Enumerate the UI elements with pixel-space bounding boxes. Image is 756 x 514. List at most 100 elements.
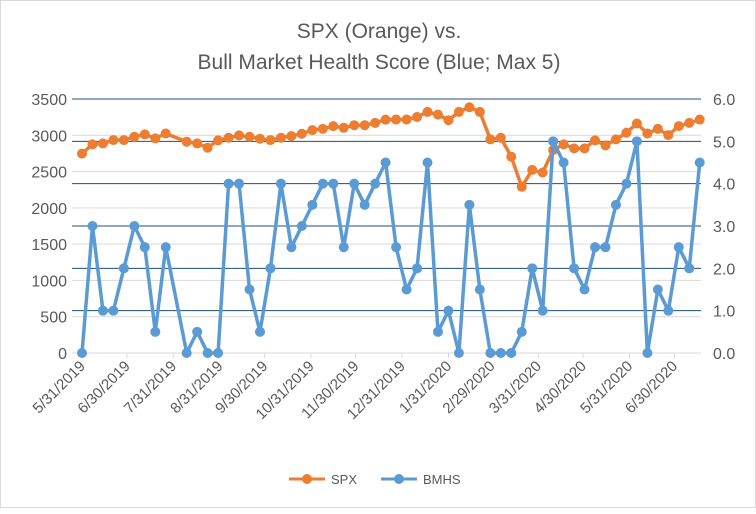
legend: SPX BMHS [289, 472, 461, 487]
spx-point [412, 111, 423, 122]
right-axis-tick-label: 5.0 [713, 134, 735, 151]
bmhs-point [401, 284, 412, 295]
spx-point [527, 164, 538, 175]
bmhs-point [150, 326, 161, 337]
bmhs-point [663, 305, 674, 316]
bmhs-point [642, 348, 653, 358]
bmhs-point [548, 136, 559, 147]
bmhs-point [464, 199, 475, 210]
spx-point [673, 121, 684, 132]
spx-point [296, 128, 307, 139]
spx-point [160, 128, 171, 139]
spx-point [579, 143, 590, 154]
spx-point [432, 109, 443, 120]
bmhs-point [359, 199, 370, 210]
bmhs-point [307, 199, 318, 210]
bmhs-point [349, 178, 360, 189]
bmhs-point [443, 305, 454, 316]
bmhs-point [370, 178, 381, 189]
bmhs-point [265, 263, 276, 274]
left-axis-tick-label: 0 [58, 346, 67, 363]
spx-point [328, 121, 339, 132]
bmhs-point [527, 263, 538, 274]
spx-point [495, 132, 506, 143]
legend-spx-label: SPX [331, 472, 357, 487]
bmhs-point [234, 178, 245, 189]
bmhs-point [600, 242, 611, 253]
spx-point [87, 139, 98, 150]
bmhs-point [129, 221, 140, 231]
bmhs-point [412, 263, 423, 274]
bmhs-point [631, 136, 642, 147]
bmhs-point [181, 348, 192, 358]
spx-point [349, 120, 360, 131]
spx-point [286, 131, 297, 142]
spx-point [652, 123, 663, 134]
left-axis-tick-label: 3500 [31, 92, 67, 109]
bmhs-point [495, 348, 506, 358]
left-axis-tick-label: 500 [40, 310, 67, 327]
right-axis-tick-label: 4.0 [713, 177, 735, 194]
spx-point [684, 117, 695, 128]
spx-point [370, 117, 381, 128]
spx-point [254, 133, 265, 144]
bmhs-point [338, 242, 349, 253]
spx-point [118, 135, 129, 146]
spx-point [642, 128, 653, 139]
chart-title-line-1: SPX (Orange) vs. [297, 20, 462, 43]
left-axis-tick-label: 1000 [31, 273, 67, 290]
bmhs-point [296, 221, 307, 231]
bmhs-point [485, 348, 496, 358]
bmhs-point [652, 284, 663, 295]
series [77, 102, 705, 358]
right-axis-tick-label: 0.0 [713, 346, 735, 363]
spx-point [150, 133, 161, 144]
spx-point [359, 120, 370, 131]
spx-point [663, 130, 674, 141]
spx-point [307, 125, 318, 136]
bmhs-point [673, 242, 684, 253]
bmhs-point [118, 263, 129, 274]
spx-point [401, 114, 412, 125]
bmhs-point [694, 157, 705, 168]
spx-point [537, 167, 548, 178]
bmhs-point [139, 242, 150, 253]
spx-point [380, 114, 391, 125]
spx-point [77, 148, 87, 159]
legend-spx-marker [302, 474, 312, 484]
bmhs-point [537, 305, 548, 316]
bmhs-point [391, 242, 402, 253]
bmhs-point [87, 221, 98, 231]
bmhs-point [317, 178, 328, 189]
right-axis-tick-label: 2.0 [713, 261, 735, 278]
spx-point [610, 134, 621, 145]
left-axis-tick-label: 3000 [31, 128, 67, 145]
bmhs-point [590, 242, 601, 253]
spx-point [317, 123, 328, 134]
bmhs-point [621, 178, 632, 189]
bmhs-point [516, 326, 527, 337]
bmhs-point [108, 305, 119, 316]
spx-point [694, 114, 705, 125]
spx-point [474, 106, 485, 117]
spx-point [631, 118, 642, 129]
spx-point [516, 181, 527, 192]
chart-title-line-2: Bull Market Health Score (Blue; Max 5) [198, 51, 561, 74]
spx-point [129, 131, 140, 142]
spx-point [139, 129, 150, 140]
bmhs-point [213, 348, 224, 358]
legend-bmhs-marker [394, 474, 404, 484]
bmhs-point [569, 263, 580, 274]
right-axis-tick-label: 6.0 [713, 92, 735, 109]
left-axis-tick-label: 1500 [31, 237, 67, 254]
bmhs-point [254, 326, 265, 337]
bmhs-point [422, 157, 433, 168]
spx-point [338, 122, 349, 133]
bmhs-point [474, 284, 485, 295]
spx-point [590, 135, 601, 146]
bmhs-point [506, 348, 517, 358]
spx-point [223, 132, 234, 143]
spx-point [192, 138, 203, 149]
